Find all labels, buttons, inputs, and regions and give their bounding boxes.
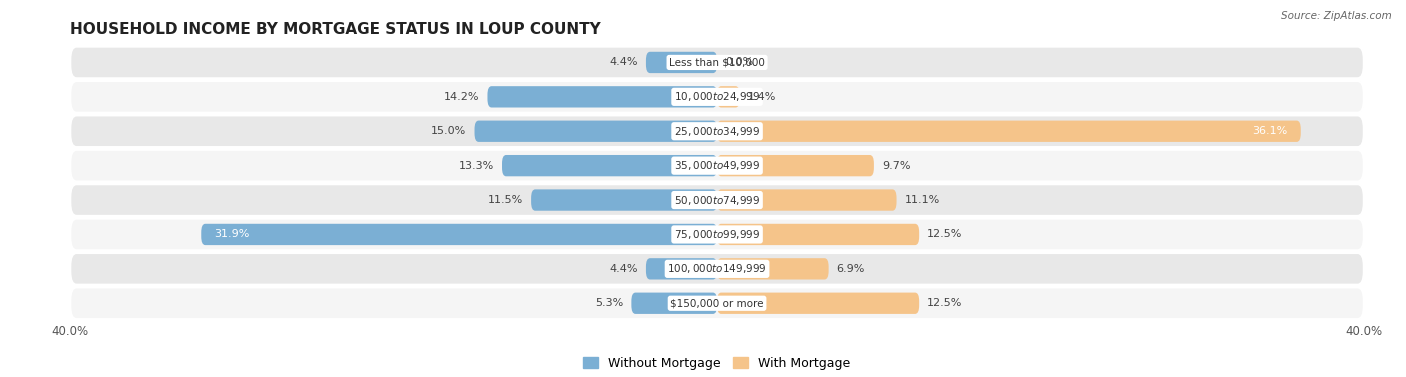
FancyBboxPatch shape — [645, 52, 717, 73]
FancyBboxPatch shape — [70, 253, 1364, 285]
FancyBboxPatch shape — [70, 219, 1364, 250]
Text: 14.2%: 14.2% — [444, 92, 479, 102]
FancyBboxPatch shape — [70, 287, 1364, 319]
Text: 1.4%: 1.4% — [748, 92, 776, 102]
Text: $10,000 to $24,999: $10,000 to $24,999 — [673, 90, 761, 103]
Legend: Without Mortgage, With Mortgage: Without Mortgage, With Mortgage — [578, 352, 856, 375]
FancyBboxPatch shape — [488, 86, 717, 107]
Text: 36.1%: 36.1% — [1253, 126, 1288, 136]
FancyBboxPatch shape — [645, 258, 717, 279]
Text: $100,000 to $149,999: $100,000 to $149,999 — [668, 262, 766, 275]
FancyBboxPatch shape — [717, 293, 920, 314]
Text: HOUSEHOLD INCOME BY MORTGAGE STATUS IN LOUP COUNTY: HOUSEHOLD INCOME BY MORTGAGE STATUS IN L… — [70, 22, 600, 37]
Text: 5.3%: 5.3% — [595, 298, 623, 308]
Text: $25,000 to $34,999: $25,000 to $34,999 — [673, 125, 761, 138]
FancyBboxPatch shape — [70, 115, 1364, 147]
FancyBboxPatch shape — [70, 47, 1364, 78]
Text: $35,000 to $49,999: $35,000 to $49,999 — [673, 159, 761, 172]
FancyBboxPatch shape — [717, 224, 920, 245]
Text: 9.7%: 9.7% — [882, 161, 911, 171]
Text: Source: ZipAtlas.com: Source: ZipAtlas.com — [1281, 11, 1392, 21]
FancyBboxPatch shape — [717, 189, 897, 211]
FancyBboxPatch shape — [475, 121, 717, 142]
Text: 6.9%: 6.9% — [837, 264, 865, 274]
FancyBboxPatch shape — [70, 184, 1364, 216]
FancyBboxPatch shape — [201, 224, 717, 245]
FancyBboxPatch shape — [717, 155, 875, 176]
FancyBboxPatch shape — [717, 121, 1301, 142]
Text: 4.4%: 4.4% — [609, 264, 638, 274]
FancyBboxPatch shape — [631, 293, 717, 314]
FancyBboxPatch shape — [502, 155, 717, 176]
Text: 13.3%: 13.3% — [458, 161, 494, 171]
Text: 15.0%: 15.0% — [432, 126, 467, 136]
FancyBboxPatch shape — [70, 150, 1364, 181]
FancyBboxPatch shape — [717, 86, 740, 107]
Text: 0.0%: 0.0% — [725, 57, 754, 67]
Text: 12.5%: 12.5% — [928, 298, 963, 308]
Text: 31.9%: 31.9% — [214, 230, 250, 239]
FancyBboxPatch shape — [531, 189, 717, 211]
Text: Less than $10,000: Less than $10,000 — [669, 57, 765, 67]
Text: 4.4%: 4.4% — [609, 57, 638, 67]
Text: 11.5%: 11.5% — [488, 195, 523, 205]
Text: 11.1%: 11.1% — [904, 195, 939, 205]
Text: $50,000 to $74,999: $50,000 to $74,999 — [673, 193, 761, 207]
Text: $75,000 to $99,999: $75,000 to $99,999 — [673, 228, 761, 241]
FancyBboxPatch shape — [70, 81, 1364, 113]
Text: $150,000 or more: $150,000 or more — [671, 298, 763, 308]
Text: 12.5%: 12.5% — [928, 230, 963, 239]
FancyBboxPatch shape — [717, 258, 828, 279]
